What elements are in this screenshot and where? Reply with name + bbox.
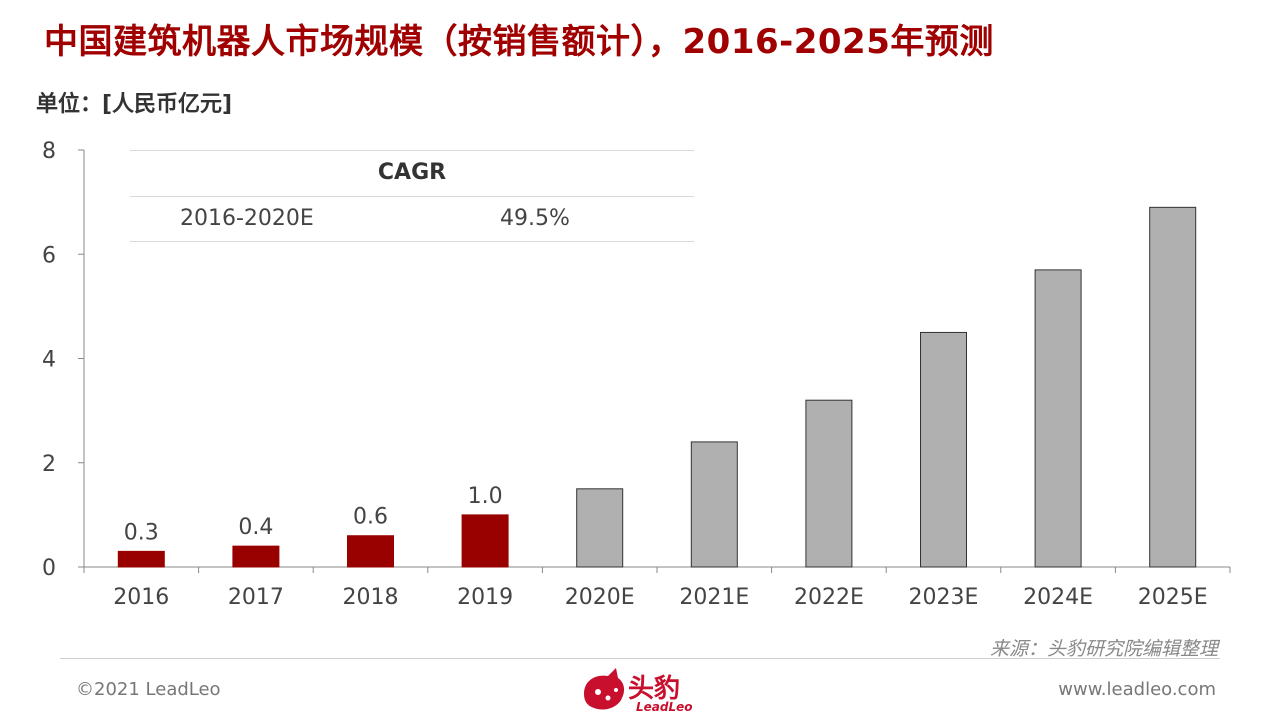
brand-logo: 头豹 LeadLeo	[578, 664, 708, 718]
bar-2019	[461, 514, 509, 568]
bar-2024E	[1034, 269, 1082, 568]
bar-2018	[347, 535, 394, 568]
y-tick-label: 2	[42, 452, 56, 477]
x-tick-label: 2016	[113, 585, 169, 610]
website-link[interactable]: www.leadleo.com	[1058, 679, 1216, 700]
footer-divider	[60, 658, 1220, 659]
y-tick-label: 0	[42, 556, 56, 581]
page-title: 中国建筑机器人市场规模（按销售额计），2016-2025年预测	[44, 22, 994, 62]
bar-2023E	[920, 331, 967, 568]
data-label: 0.3	[124, 520, 159, 545]
bar-2022E	[805, 399, 853, 568]
copyright-text: ©2021 LeadLeo	[76, 679, 221, 700]
leopard-logo-icon	[584, 668, 625, 710]
data-label: 0.4	[238, 515, 273, 540]
y-tick-label: 8	[42, 139, 56, 164]
cagr-heading: CAGR	[377, 160, 447, 185]
x-tick-label: 2022E	[794, 585, 864, 610]
logo-subtitle: LeadLeo	[636, 700, 693, 714]
x-tick-label: 2019	[457, 585, 513, 610]
bar-2020E	[576, 488, 624, 568]
cagr-value: 49.5%	[500, 206, 570, 231]
unit-label: 单位：[人民币亿元]	[36, 92, 233, 117]
logo-wordmark: 头豹	[628, 674, 681, 704]
bar-2025E	[1149, 206, 1197, 568]
bar-2021E	[690, 441, 738, 568]
cagr-mid-divider	[130, 196, 694, 197]
data-label: 1.0	[468, 484, 503, 509]
x-tick-label: 2024E	[1023, 585, 1093, 610]
bar-2016	[117, 550, 165, 568]
x-tick-label: 2017	[228, 585, 284, 610]
cagr-bottom-divider	[130, 241, 694, 242]
y-tick-label: 4	[42, 348, 56, 373]
source-note: 来源：头豹研究院编辑整理	[989, 638, 1218, 660]
bar-2017	[232, 545, 280, 568]
data-label: 0.6	[353, 505, 388, 530]
x-tick-label: 2020E	[565, 585, 635, 610]
y-tick-label: 6	[42, 243, 56, 268]
x-tick-label: 2018	[343, 585, 399, 610]
x-tick-label: 2025E	[1138, 585, 1208, 610]
cagr-period: 2016-2020E	[180, 206, 314, 231]
x-tick-label: 2023E	[909, 585, 979, 610]
x-tick-label: 2021E	[679, 585, 749, 610]
cagr-top-divider	[130, 150, 694, 151]
